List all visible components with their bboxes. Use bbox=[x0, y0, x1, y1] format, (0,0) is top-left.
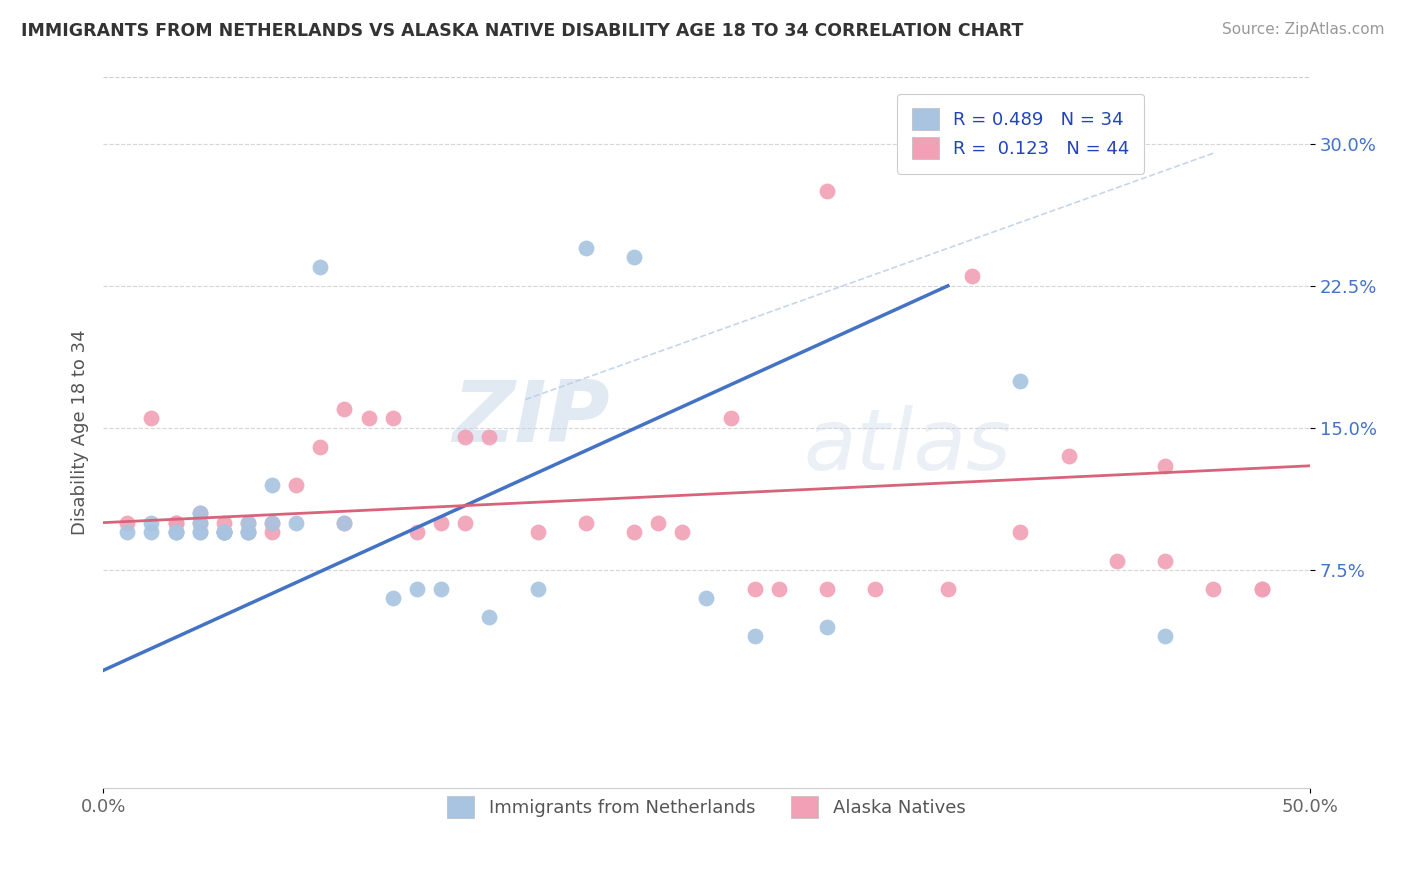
Point bbox=[478, 430, 501, 444]
Point bbox=[188, 525, 211, 540]
Point bbox=[212, 525, 235, 540]
Text: ZIP: ZIP bbox=[453, 377, 610, 460]
Point bbox=[720, 411, 742, 425]
Point bbox=[236, 516, 259, 530]
Point bbox=[333, 516, 356, 530]
Point bbox=[575, 516, 598, 530]
Point bbox=[960, 269, 983, 284]
Point bbox=[236, 525, 259, 540]
Point bbox=[768, 582, 790, 596]
Point bbox=[430, 582, 453, 596]
Point bbox=[1105, 553, 1128, 567]
Point bbox=[1154, 553, 1177, 567]
Point bbox=[526, 525, 548, 540]
Point bbox=[333, 516, 356, 530]
Point bbox=[405, 525, 427, 540]
Point bbox=[262, 516, 284, 530]
Legend: Immigrants from Netherlands, Alaska Natives: Immigrants from Netherlands, Alaska Nati… bbox=[440, 789, 973, 825]
Point bbox=[212, 516, 235, 530]
Point bbox=[188, 516, 211, 530]
Point bbox=[1154, 458, 1177, 473]
Point bbox=[309, 260, 332, 274]
Point bbox=[865, 582, 887, 596]
Text: IMMIGRANTS FROM NETHERLANDS VS ALASKA NATIVE DISABILITY AGE 18 TO 34 CORRELATION: IMMIGRANTS FROM NETHERLANDS VS ALASKA NA… bbox=[21, 22, 1024, 40]
Point bbox=[117, 525, 139, 540]
Point bbox=[141, 411, 163, 425]
Point bbox=[141, 525, 163, 540]
Point bbox=[212, 525, 235, 540]
Point bbox=[381, 411, 404, 425]
Point bbox=[815, 620, 838, 634]
Point bbox=[309, 440, 332, 454]
Point bbox=[1250, 582, 1272, 596]
Point bbox=[188, 525, 211, 540]
Point bbox=[357, 411, 380, 425]
Point bbox=[285, 477, 308, 491]
Point bbox=[1154, 629, 1177, 643]
Point bbox=[165, 525, 187, 540]
Point bbox=[647, 516, 669, 530]
Point bbox=[1250, 582, 1272, 596]
Point bbox=[212, 525, 235, 540]
Y-axis label: Disability Age 18 to 34: Disability Age 18 to 34 bbox=[72, 330, 89, 535]
Point bbox=[262, 477, 284, 491]
Point bbox=[1010, 525, 1032, 540]
Text: Source: ZipAtlas.com: Source: ZipAtlas.com bbox=[1222, 22, 1385, 37]
Point bbox=[262, 525, 284, 540]
Point bbox=[381, 591, 404, 606]
Point bbox=[1202, 582, 1225, 596]
Point bbox=[936, 582, 959, 596]
Point bbox=[815, 582, 838, 596]
Point bbox=[212, 525, 235, 540]
Point bbox=[262, 516, 284, 530]
Point bbox=[117, 516, 139, 530]
Point bbox=[165, 516, 187, 530]
Point bbox=[575, 241, 598, 255]
Point bbox=[165, 516, 187, 530]
Point bbox=[526, 582, 548, 596]
Point bbox=[744, 582, 766, 596]
Point bbox=[623, 251, 645, 265]
Point bbox=[188, 516, 211, 530]
Point bbox=[188, 506, 211, 520]
Point bbox=[141, 516, 163, 530]
Point bbox=[165, 525, 187, 540]
Point bbox=[454, 430, 477, 444]
Point bbox=[236, 525, 259, 540]
Point bbox=[430, 516, 453, 530]
Point bbox=[815, 184, 838, 198]
Point bbox=[744, 629, 766, 643]
Point bbox=[454, 516, 477, 530]
Point bbox=[1010, 374, 1032, 388]
Point bbox=[405, 582, 427, 596]
Point bbox=[671, 525, 693, 540]
Text: atlas: atlas bbox=[803, 405, 1011, 488]
Point bbox=[236, 516, 259, 530]
Point bbox=[188, 506, 211, 520]
Point bbox=[478, 610, 501, 624]
Point bbox=[236, 525, 259, 540]
Point bbox=[695, 591, 717, 606]
Point bbox=[285, 516, 308, 530]
Point bbox=[623, 525, 645, 540]
Point bbox=[165, 525, 187, 540]
Point bbox=[1057, 450, 1080, 464]
Point bbox=[212, 525, 235, 540]
Point bbox=[333, 401, 356, 416]
